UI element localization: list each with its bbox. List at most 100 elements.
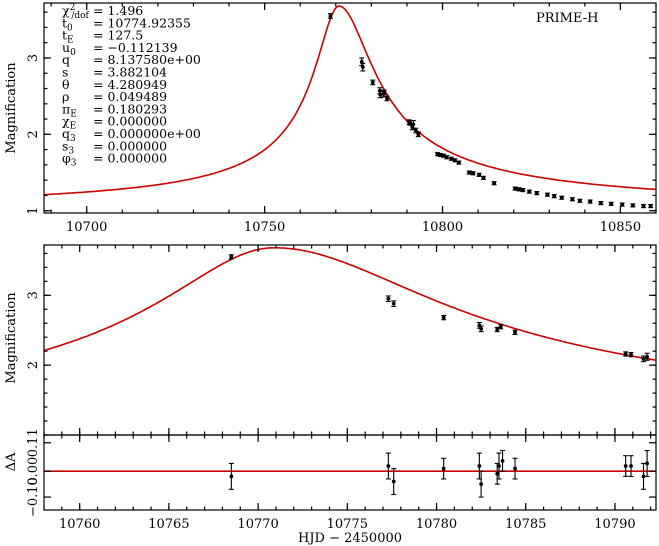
data-marker bbox=[645, 354, 649, 359]
data-marker bbox=[629, 352, 633, 357]
param-value: = 3.882104 bbox=[93, 65, 167, 80]
data-marker bbox=[513, 466, 517, 471]
ticks-residuals: 10760 10765 10770 10775 10780 10785 10790 −0.10… bbox=[26, 428, 656, 532]
data-point bbox=[520, 188, 526, 193]
data-marker bbox=[497, 464, 501, 468]
data-marker bbox=[623, 352, 628, 356]
data-point bbox=[228, 254, 234, 260]
data-point bbox=[648, 204, 654, 209]
data-marker bbox=[630, 203, 635, 208]
data-marker bbox=[479, 482, 484, 487]
data-marker bbox=[378, 92, 383, 97]
data-marker bbox=[527, 189, 532, 194]
observatory-label: PRIME-H bbox=[536, 11, 598, 26]
data-marker bbox=[500, 458, 505, 463]
data-marker bbox=[467, 170, 472, 175]
data-marker bbox=[570, 197, 575, 202]
data-point bbox=[534, 191, 540, 196]
data-point bbox=[623, 351, 629, 357]
param-row: tE bbox=[62, 28, 74, 46]
data-point bbox=[494, 326, 500, 333]
param-value: = 10774.92355 bbox=[93, 15, 191, 30]
data-point bbox=[377, 91, 383, 99]
param-row: πE bbox=[62, 101, 77, 119]
x-tick-label: 10800 bbox=[422, 220, 463, 235]
x-tick-label: 10765 bbox=[148, 517, 189, 532]
data-point bbox=[500, 449, 506, 472]
data-point bbox=[512, 457, 518, 480]
y-tick-label: 1 bbox=[26, 207, 41, 215]
data-point bbox=[619, 202, 625, 207]
data-point bbox=[498, 324, 504, 330]
panel-full-lightcurve: 10700 10750 10800 10850 1 2 3 PRIME-H Magnific… bbox=[4, 2, 657, 235]
data-marker bbox=[648, 204, 653, 209]
data-point bbox=[476, 452, 482, 480]
data-point bbox=[526, 189, 532, 194]
data-marker bbox=[495, 471, 500, 476]
data-point bbox=[569, 197, 575, 202]
ticks-full: 10700 10750 10800 10850 1 2 3 bbox=[26, 3, 657, 235]
data-marker bbox=[328, 14, 333, 18]
y-axis-label-full: Magnification bbox=[4, 62, 19, 154]
data-marker bbox=[479, 326, 484, 331]
data-point bbox=[476, 321, 482, 329]
data-marker bbox=[577, 198, 582, 203]
param-value: = 0.000000e+00 bbox=[93, 126, 201, 141]
data-point bbox=[623, 455, 629, 477]
x-tick-label: 10750 bbox=[244, 220, 285, 235]
data-marker bbox=[623, 464, 628, 468]
x-tick-label: 10790 bbox=[594, 517, 635, 532]
data-point bbox=[359, 57, 365, 67]
data-point bbox=[370, 79, 376, 86]
data-point bbox=[385, 295, 391, 303]
data-marker bbox=[559, 195, 564, 200]
data-marker bbox=[449, 156, 454, 161]
data-points-zoom bbox=[228, 254, 650, 363]
data-marker bbox=[498, 324, 503, 329]
data-point bbox=[628, 352, 634, 358]
residual-points bbox=[228, 449, 650, 498]
param-value: = 0.000000 bbox=[93, 138, 167, 153]
param-row: q bbox=[62, 52, 70, 67]
y-tick-label: 2 bbox=[26, 361, 41, 369]
y-tick-label: −0.10 bbox=[26, 477, 41, 517]
data-point bbox=[641, 462, 647, 490]
data-marker bbox=[588, 199, 593, 204]
panel-zoom-frame bbox=[43, 244, 657, 436]
data-point bbox=[630, 203, 636, 208]
x-tick-label: 10850 bbox=[600, 220, 641, 235]
model-curve-path bbox=[44, 5, 657, 196]
x-tick-label: 10760 bbox=[59, 517, 100, 532]
y-tick-label: 0.11 bbox=[26, 428, 41, 457]
data-point bbox=[385, 452, 391, 480]
data-marker bbox=[385, 96, 389, 101]
data-point bbox=[466, 170, 472, 175]
data-marker bbox=[552, 194, 557, 199]
data-marker bbox=[641, 204, 646, 209]
data-marker bbox=[444, 155, 449, 160]
y-tick-label: 2 bbox=[26, 130, 41, 138]
data-point bbox=[641, 355, 647, 363]
x-tick-label: 10775 bbox=[327, 517, 368, 532]
param-row: u0 bbox=[62, 40, 76, 58]
model-curve-full bbox=[44, 5, 657, 196]
data-marker bbox=[441, 153, 446, 158]
param-value: = 0.000000 bbox=[93, 114, 167, 129]
param-value: = 8.137580e+00 bbox=[93, 52, 201, 67]
data-point bbox=[516, 187, 522, 192]
param-value: = 127.5 bbox=[93, 28, 143, 43]
data-marker bbox=[391, 479, 396, 484]
data-marker bbox=[391, 301, 396, 306]
data-point bbox=[327, 13, 333, 19]
data-marker bbox=[492, 181, 497, 186]
data-marker bbox=[629, 464, 633, 468]
param-row: s3 bbox=[62, 138, 74, 156]
param-row: t0 bbox=[62, 15, 73, 33]
data-point bbox=[551, 194, 557, 199]
data-point bbox=[608, 201, 614, 206]
data-marker bbox=[641, 474, 646, 479]
panel-zoom-lightcurve: 23 Magnification bbox=[4, 244, 657, 436]
param-row: q3 bbox=[62, 126, 76, 144]
data-point bbox=[444, 155, 450, 160]
data-marker bbox=[411, 122, 416, 127]
